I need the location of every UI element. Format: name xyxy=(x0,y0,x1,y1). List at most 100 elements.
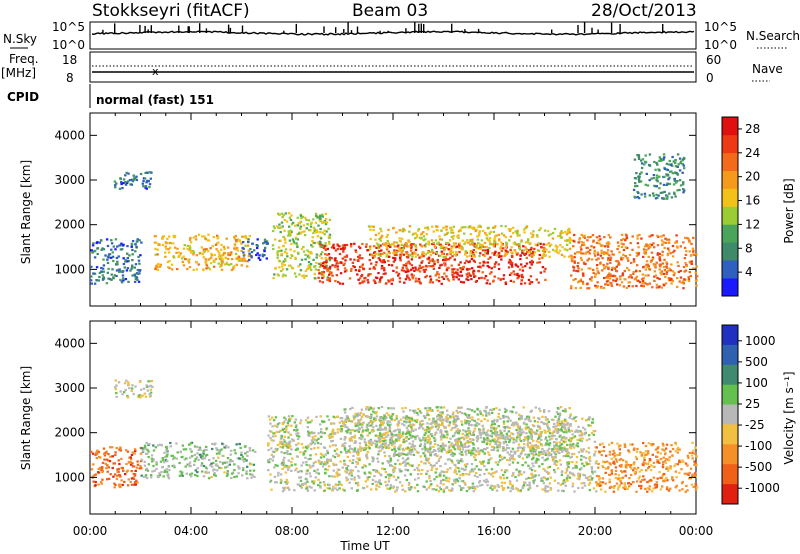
data-cell xyxy=(492,244,496,247)
data-cell xyxy=(393,466,396,469)
data-cell xyxy=(228,463,231,466)
data-cell xyxy=(130,245,133,248)
data-cell xyxy=(178,254,181,257)
data-cell xyxy=(582,241,585,244)
data-cell xyxy=(559,448,562,451)
data-cell xyxy=(468,268,471,271)
data-cell xyxy=(618,251,621,254)
data-cell xyxy=(128,254,131,257)
data-cell xyxy=(98,466,102,469)
data-cell xyxy=(304,450,307,453)
data-cell xyxy=(188,244,191,248)
data-cell xyxy=(532,230,535,233)
data-cell xyxy=(274,481,277,484)
data-cell xyxy=(385,236,388,239)
data-cell xyxy=(124,174,127,177)
data-cell xyxy=(381,462,384,465)
data-cell xyxy=(492,440,496,443)
data-cell xyxy=(387,480,391,483)
data-cell xyxy=(288,230,292,234)
data-cell xyxy=(452,225,455,228)
data-cell xyxy=(661,254,664,257)
data-cell xyxy=(181,471,184,474)
data-cell xyxy=(493,237,496,240)
data-cell xyxy=(553,422,556,425)
data-cell xyxy=(570,255,574,258)
data-cell xyxy=(438,280,441,283)
data-cell xyxy=(527,455,531,458)
data-cell xyxy=(425,458,428,461)
data-cell xyxy=(606,249,610,252)
data-cell xyxy=(380,264,384,268)
data-cell xyxy=(461,467,465,470)
data-cell xyxy=(379,276,383,279)
data-cell xyxy=(421,427,425,430)
data-cell xyxy=(675,181,678,184)
data-cell xyxy=(688,271,691,274)
data-cell xyxy=(354,269,358,272)
data-cell xyxy=(695,253,698,256)
data-cell xyxy=(377,252,380,255)
data-cell xyxy=(612,279,615,282)
data-cell xyxy=(398,481,402,484)
data-cell xyxy=(411,233,415,236)
data-cell xyxy=(641,282,644,285)
data-cell xyxy=(662,158,665,161)
data-cell xyxy=(537,474,541,477)
data-cell xyxy=(647,245,650,248)
data-cell xyxy=(528,484,531,487)
data-cell xyxy=(471,485,475,488)
data-cell xyxy=(394,257,397,260)
data-cell xyxy=(445,241,448,244)
data-cell xyxy=(335,452,338,455)
data-cell xyxy=(540,477,543,480)
data-cell xyxy=(290,424,293,427)
data-cell xyxy=(305,485,309,488)
data-cell xyxy=(591,477,594,480)
data-cell xyxy=(639,180,643,183)
data-cell xyxy=(642,266,645,269)
data-cell xyxy=(580,432,583,435)
data-cell xyxy=(534,444,537,447)
data-cell xyxy=(592,239,595,242)
data-cell xyxy=(437,241,441,244)
data-cell xyxy=(662,266,666,269)
data-cell xyxy=(291,415,294,418)
data-cell xyxy=(290,223,294,226)
data-cell xyxy=(525,477,528,481)
data-cell xyxy=(493,429,497,433)
data-cell xyxy=(395,439,398,442)
data-cell xyxy=(207,477,211,480)
data-cell xyxy=(543,254,547,257)
data-cell xyxy=(425,472,428,475)
data-cell xyxy=(329,273,332,276)
data-cell xyxy=(329,459,333,462)
data-cell xyxy=(114,483,117,486)
data-cell xyxy=(660,273,663,276)
data-cell xyxy=(214,243,218,246)
data-cell xyxy=(516,434,520,437)
data-cell xyxy=(655,179,658,182)
data-cell xyxy=(139,459,143,463)
data-cell xyxy=(668,192,671,195)
data-cell xyxy=(682,241,685,244)
data-cell xyxy=(366,249,369,252)
data-cell xyxy=(327,227,330,230)
data-cell xyxy=(207,233,210,236)
data-cell xyxy=(390,417,393,420)
data-cell xyxy=(566,450,569,453)
data-cell xyxy=(434,274,437,277)
data-cell xyxy=(502,234,506,237)
data-cell xyxy=(430,468,433,472)
data-cell xyxy=(353,258,356,261)
data-cell xyxy=(485,282,488,285)
data-cell xyxy=(458,250,461,254)
data-cell xyxy=(122,243,125,246)
data-cell xyxy=(289,229,292,232)
data-cell xyxy=(465,433,469,436)
date-title: 28/Oct/2013 xyxy=(591,1,697,21)
data-cell xyxy=(510,251,513,254)
data-cell xyxy=(647,274,650,277)
data-cell xyxy=(112,245,115,248)
data-cell xyxy=(511,226,515,229)
